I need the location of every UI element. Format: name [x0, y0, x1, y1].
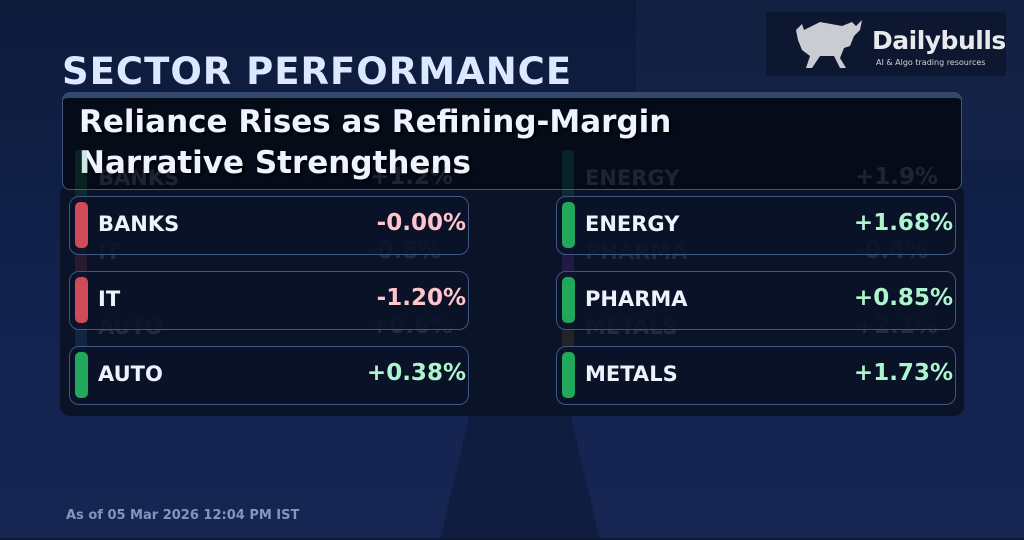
sector-name: PHARMA — [585, 287, 688, 311]
sector-row-banks: BANKS -0.00% — [69, 196, 469, 255]
ghost-value: +1.2% — [370, 164, 454, 190]
sector-row-metals: METALS +1.73% — [556, 346, 956, 405]
sector-change: -0.00% — [376, 210, 466, 236]
sector-change: +0.85% — [853, 285, 953, 311]
brand-logo: Dailybulls AI & Algo trading resources — [766, 12, 1006, 76]
ghost-label: ENERGY — [585, 166, 680, 190]
sector-row-energy: ENERGY +1.68% — [556, 196, 956, 255]
trend-bar — [75, 277, 88, 323]
headline-line-2: Narrative Strengthens — [79, 145, 471, 181]
headline-line-1: Reliance Rises as Refining-Margin — [79, 104, 672, 140]
sector-change: +1.73% — [853, 360, 953, 386]
bull-icon — [796, 20, 862, 68]
trend-bar — [562, 352, 575, 398]
sector-row-pharma: PHARMA +0.85% — [556, 271, 956, 330]
sector-change: +1.68% — [853, 210, 953, 236]
sector-row-auto: AUTO +0.38% — [69, 346, 469, 405]
brand-name: Dailybulls — [872, 26, 1006, 55]
sector-name: BANKS — [98, 212, 180, 236]
sector-name: METALS — [585, 362, 678, 386]
headline-banner: Reliance Rises as Refining-Margin Narrat… — [62, 92, 962, 190]
sector-row-it: IT -1.20% — [69, 271, 469, 330]
sector-change: -1.20% — [376, 285, 466, 311]
sector-name: AUTO — [98, 362, 163, 386]
trend-bar — [75, 352, 88, 398]
trend-bar — [75, 202, 88, 248]
trend-bar — [562, 277, 575, 323]
ghost-label: BANKS — [98, 166, 180, 190]
brand-tagline: AI & Algo trading resources — [876, 58, 986, 67]
ghost-value: +1.9% — [855, 164, 939, 190]
page-title: SECTOR PERFORMANCE — [62, 50, 573, 93]
sector-name: IT — [98, 287, 121, 311]
sector-change: +0.38% — [366, 360, 466, 386]
trend-bar — [562, 202, 575, 248]
timestamp: As of 05 Mar 2026 12:04 PM IST — [66, 508, 300, 523]
sector-name: ENERGY — [585, 212, 680, 236]
